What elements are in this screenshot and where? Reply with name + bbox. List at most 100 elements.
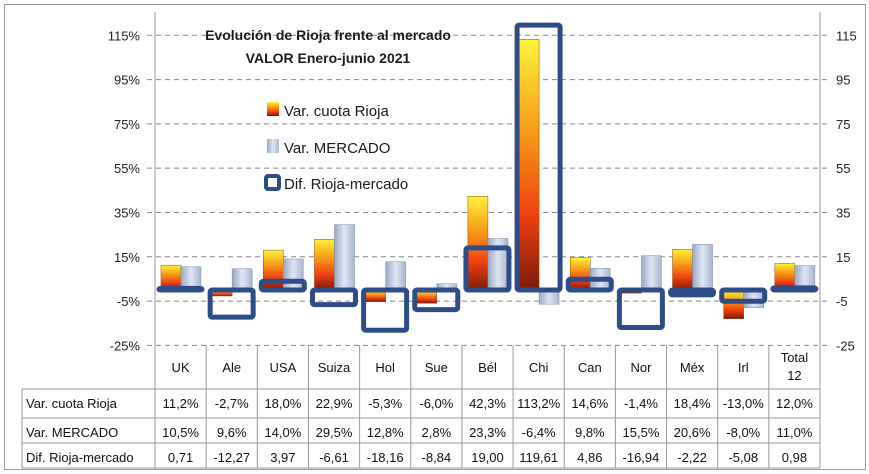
y-left-tick-label: 55% <box>114 161 140 176</box>
table-cell: 12,8% <box>367 425 404 440</box>
table-cell: 20,6% <box>674 425 711 440</box>
y-left-tick-label: -5% <box>117 294 141 309</box>
table-cell: 11,2% <box>163 396 199 411</box>
bar-dif-rioja-mercado <box>463 245 512 293</box>
bar-var-mercado <box>692 244 713 291</box>
table-cell: 3,97 <box>270 450 295 465</box>
table-row-header: Var. MERCADO <box>26 425 118 440</box>
bar-dif-rioja-mercado <box>412 287 461 313</box>
bar-dif-rioja-mercado <box>770 285 819 293</box>
table-cell: 9,8% <box>575 425 605 440</box>
y-left-tick-label: -25% <box>110 338 141 353</box>
y-right-tick-label: 115 <box>836 28 857 43</box>
table-cell: 9,6% <box>217 425 247 440</box>
chart-subtitle: VALOR Enero-junio 2021 <box>246 50 411 66</box>
category-label: Chi <box>529 360 549 375</box>
category-label: Suiza <box>318 360 351 375</box>
chart-title: Evolución de Rioja frente al mercado <box>205 27 451 43</box>
bar-dif-rioja-mercado <box>616 287 665 331</box>
table-cell: -18,16 <box>367 450 404 465</box>
legend-swatch-mercado <box>267 139 279 153</box>
category-label: UK <box>172 360 190 375</box>
bar-var-cuota-rioja <box>467 196 489 291</box>
bar-var-mercado <box>283 258 304 291</box>
legend-label-mercado: Var. MERCADO <box>284 140 390 157</box>
category-label: Hol <box>375 360 395 375</box>
table-cell: -6,61 <box>319 450 349 465</box>
y-right-tick-label: 15 <box>836 250 850 265</box>
bar-dif-rioja-mercado <box>207 287 256 320</box>
table-cell: 22,9% <box>316 396 353 411</box>
table-cell: 0,71 <box>168 450 193 465</box>
table-cell: -5,08 <box>728 450 758 465</box>
table-cell: -16,94 <box>623 450 660 465</box>
table-cell: 23,3% <box>469 425 506 440</box>
table-cell: 0,98 <box>782 450 807 465</box>
bar-dif-rioja-mercado <box>156 285 205 293</box>
table-cell: 42,3% <box>469 396 506 411</box>
table-cell: 11,0% <box>776 425 812 440</box>
table-cell: -8,84 <box>422 450 452 465</box>
bar-dif-rioja-mercado <box>361 287 410 333</box>
legend-swatch-rioja <box>267 102 279 116</box>
table-cell: -6,4% <box>522 425 556 440</box>
bar-var-mercado <box>641 255 662 291</box>
y-right-tick-label: 75 <box>836 117 850 132</box>
bar-dif-rioja-mercado <box>258 278 307 293</box>
bar-var-mercado <box>385 261 406 291</box>
table-cell: -2,7% <box>215 396 249 411</box>
bar-var-cuota-rioja <box>314 239 335 291</box>
legend: Var. cuota Rioja Var. MERCADO Dif. Rioja… <box>264 102 408 193</box>
legend-swatch-dif <box>264 174 281 191</box>
bar-dif-rioja-mercado <box>719 287 768 304</box>
y-right-tick-label: -25 <box>836 338 855 353</box>
table-cell: 19,00 <box>471 450 504 465</box>
table-cell: -1,4% <box>624 396 658 411</box>
table-cell: 4,86 <box>577 450 602 465</box>
category-label: USA <box>270 360 297 375</box>
bar-var-cuota-rioja <box>672 248 693 291</box>
table-cell: 12,0% <box>776 396 813 411</box>
table-cell: 15,5% <box>623 425 660 440</box>
table-cell: 18,0% <box>264 396 301 411</box>
y-left-tick-label: 75% <box>114 117 140 132</box>
table-cell: 29,5% <box>316 425 353 440</box>
table-cell: 2,8% <box>422 425 452 440</box>
table-cell: -8,0% <box>726 425 760 440</box>
y-left-tick-label: 95% <box>114 73 140 88</box>
category-label: Bél <box>478 360 497 375</box>
category-label: Méx <box>680 360 705 375</box>
y-right-tick-label: 55 <box>836 161 850 176</box>
y-right-tick-label: 95 <box>836 73 850 88</box>
category-label: Ale <box>222 360 241 375</box>
bar-var-mercado <box>231 268 253 291</box>
bar-var-cuota-rioja <box>723 289 744 320</box>
table-row-header: Var. cuota Rioja <box>26 396 118 411</box>
y-right-tick-label: 35 <box>836 205 850 220</box>
legend-label-rioja: Var. cuota Rioja <box>284 103 389 120</box>
y-left-tick-label: 115% <box>108 28 141 43</box>
table-cell: -2,22 <box>677 450 707 465</box>
bar-dif-rioja-mercado <box>514 22 563 293</box>
bar-dif-rioja-mercado <box>309 287 358 308</box>
table-cell: 113,2% <box>517 396 561 411</box>
y-left-tick-label: 35% <box>114 205 140 220</box>
bar-var-cuota-rioja <box>518 39 540 291</box>
chart-frame <box>4 4 866 470</box>
category-label: Can <box>578 360 602 375</box>
category-label: 12 <box>787 368 801 383</box>
bar-dif-rioja-mercado <box>565 276 614 293</box>
table-cell: 18,4% <box>674 396 711 411</box>
bar-var-cuota-rioja <box>569 257 591 291</box>
table-row-header: Dif. Rioja-mercado <box>26 450 134 465</box>
category-label: Nor <box>630 360 652 375</box>
table-cell: -12,27 <box>213 450 250 465</box>
bar-var-cuota-rioja <box>263 249 284 291</box>
category-label: Sue <box>425 360 448 375</box>
y-left-tick-label: 15% <box>114 250 140 265</box>
bar-var-mercado <box>334 224 355 291</box>
table-cell: -13,0% <box>723 396 765 411</box>
bar-dif-rioja-mercado <box>668 287 717 298</box>
table-cell: -5,3% <box>368 396 402 411</box>
